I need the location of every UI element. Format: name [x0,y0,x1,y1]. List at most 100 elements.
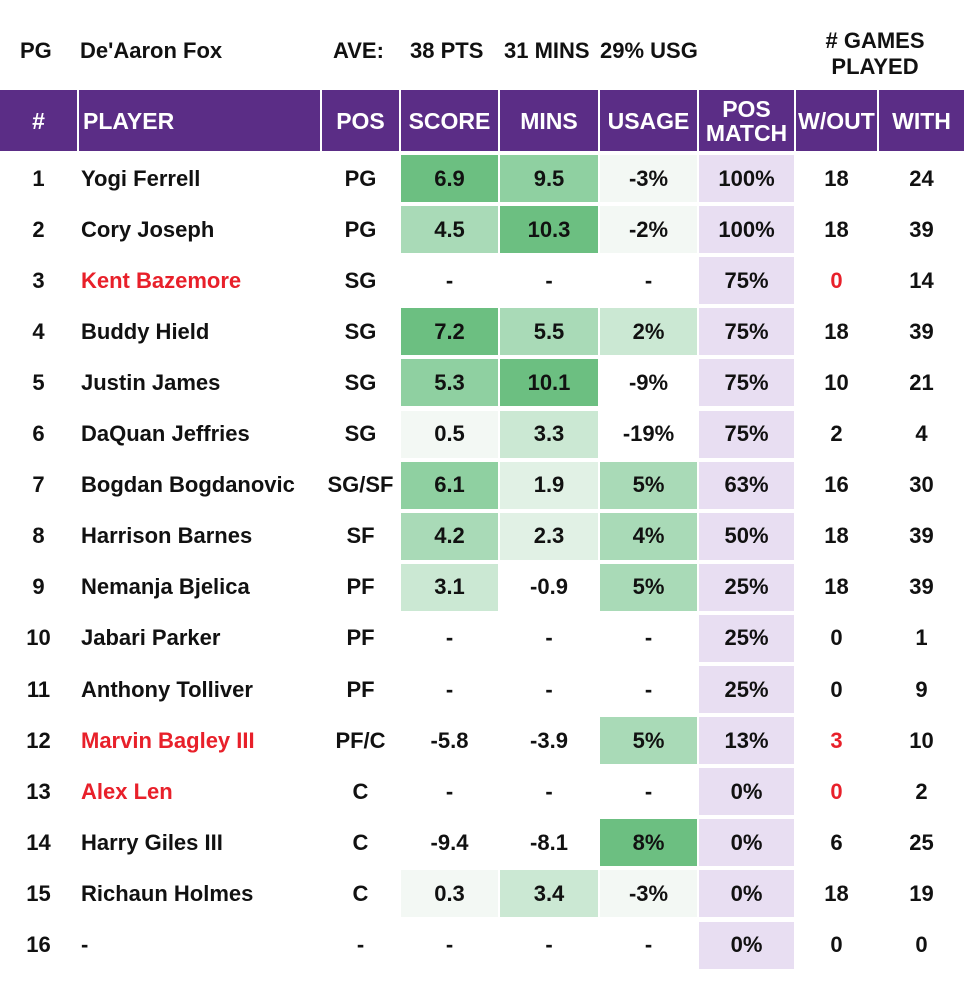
score-cell: 5.3 [401,359,498,407]
player-name-cell: Kent Bazemore [81,267,242,293]
minutes-cell: 3.3 [500,410,598,458]
position-cell: PF [346,625,375,651]
player-position: PG [20,38,52,63]
usage-cell: 5% [600,461,697,509]
column-header-with: WITH [879,90,964,151]
games-with-cell: 4 [915,421,928,446]
score-cell: - [445,267,454,293]
table-row: 16 - - - - - 0% 0 0 [0,920,975,971]
games-without-cell: 0 [830,932,843,957]
position-match-cell: 100% [699,206,794,254]
games-without-cell: 16 [824,472,849,498]
player-name-cell: Bogdan Bogdanovic [81,472,295,498]
average-label: AVE: [333,38,384,63]
position-cell: C [352,778,369,804]
games-with-cell: 39 [909,574,934,600]
average-minutes: 31 MINS [504,38,590,63]
games-without-cell: 10 [824,369,849,395]
table-row: 15 Richaun Holmes C 0.3 3.4 -3% 0% 18 19 [0,868,975,919]
usage-cell: - [644,778,653,804]
player-name-cell: Justin James [81,369,221,395]
column-header-usage: USAGE [600,90,697,151]
position-match-cell: 0% [699,921,794,969]
table-row: 3 Kent Bazemore SG - - - 75% 0 14 [0,255,975,306]
average-points: 38 PTS [410,38,484,63]
usage-cell: -3% [600,155,697,202]
player-name-cell: Anthony Tolliver [81,676,253,702]
position-cell: - [356,932,365,957]
table-row: 5 Justin James SG 5.3 10.1 -9% 75% 10 21 [0,357,975,408]
table-row: 13 Alex Len C - - - 0% 0 2 [0,766,975,817]
player-name-cell: - [81,932,89,957]
usage-cell: 5% [600,717,697,765]
player-name-cell: Marvin Bagley III [81,727,255,753]
minutes-cell: - [545,267,553,293]
games-without-cell: 0 [830,267,843,293]
games-played-title-line2: PLAYED [831,54,919,79]
minutes-cell: 2.3 [500,512,598,560]
row-number-cell: 16 [26,932,51,957]
row-number-cell: 12 [26,727,51,753]
player-name-cell: Harry Giles III [81,829,223,855]
score-cell: -9.4 [430,829,469,855]
usage-cell: -2% [600,206,697,254]
games-without-cell: 0 [830,676,843,702]
games-with-cell: 30 [909,472,934,498]
table-row: 14 Harry Giles III C -9.4 -8.1 8% 0% 6 25 [0,817,975,868]
position-cell: PG [344,216,377,242]
player-name-cell: Nemanja Bjelica [81,574,250,600]
score-cell: 4.2 [401,512,498,560]
position-cell: C [352,829,369,855]
score-cell: -5.8 [430,727,469,753]
column-header-position: POS [322,90,399,151]
minutes-cell: -8.1 [530,829,568,855]
position-cell: PF/C [335,727,386,753]
column-header-score: SCORE [401,90,498,151]
position-cell: SG [344,369,377,395]
table-row: 6 DaQuan Jeffries SG 0.5 3.3 -19% 75% 2 4 [0,409,975,460]
position-match-cell: 75% [699,257,794,305]
games-with-cell: 10 [909,727,934,753]
score-cell: 0.5 [401,410,498,458]
position-match-cell: 75% [699,410,794,458]
minutes-cell: 3.4 [500,870,598,918]
row-number-cell: 5 [32,369,45,395]
score-cell: 3.1 [401,563,498,611]
table-row: 2 Cory Joseph PG 4.5 10.3 -2% 100% 18 39 [0,204,975,255]
player-name-cell: Richaun Holmes [81,880,254,906]
column-header-position-match-line2: MATCH [705,119,788,146]
column-header-player: PLAYER [79,90,320,151]
games-without-cell: 2 [830,421,843,446]
score-cell: 7.2 [401,308,498,356]
games-without-cell: 0 [830,625,843,651]
minutes-cell: - [545,625,553,651]
position-cell: C [352,880,369,906]
player-name-cell: Harrison Barnes [81,523,253,549]
position-cell: SG/SF [327,472,394,498]
minutes-cell: -3.9 [530,727,568,753]
score-cell: - [445,676,454,702]
column-header-number: # [0,90,77,151]
player-name-cell: Jabari Parker [81,625,221,651]
score-cell: - [445,625,454,651]
games-with-cell: 25 [909,829,934,855]
position-match-cell: 75% [699,308,794,356]
position-match-cell: 0% [699,870,794,918]
row-number-cell: 4 [32,318,45,344]
score-cell: 4.5 [401,206,498,254]
table-row: 11 Anthony Tolliver PF - - - 25% 0 9 [0,664,975,715]
position-match-cell: 100% [699,155,794,202]
row-number-cell: 14 [26,829,51,855]
position-match-cell: 0% [699,768,794,816]
table-row: 1 Yogi Ferrell PG 6.9 9.5 -3% 100% 18 24 [0,153,975,204]
position-cell: SF [346,523,375,549]
games-without-cell: 0 [830,778,843,804]
column-header-position-match: POS MATCH [699,90,794,151]
games-without-cell: 6 [830,829,843,855]
usage-cell: 5% [600,563,697,611]
usage-cell: -9% [628,369,669,395]
games-with-cell: 21 [909,369,934,395]
position-cell: PF [346,574,375,600]
games-with-cell: 39 [909,216,934,242]
position-match-cell: 75% [699,359,794,407]
